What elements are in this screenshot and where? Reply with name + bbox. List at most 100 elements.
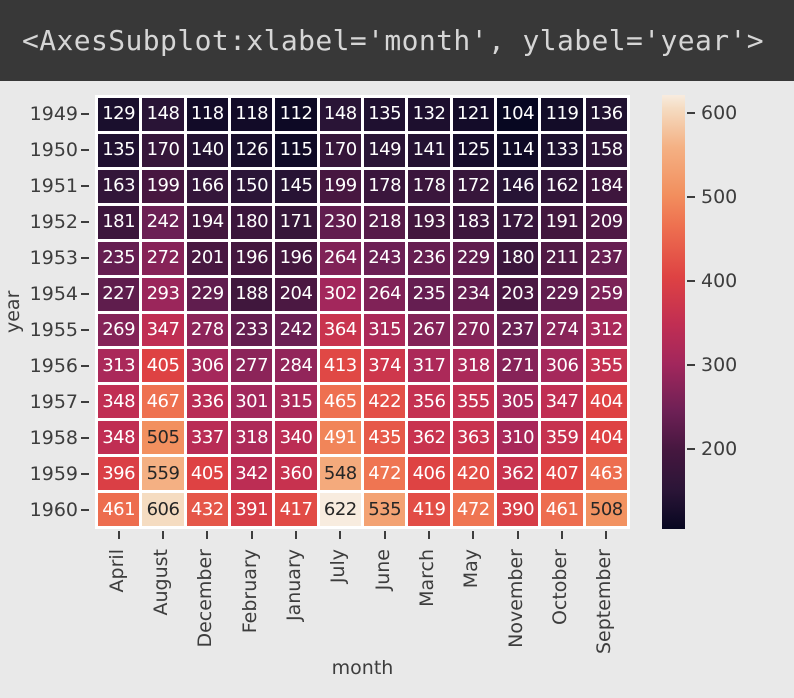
heatmap-cell: 505 <box>142 421 184 455</box>
y-tick-label: 1958 <box>29 426 78 449</box>
heatmap-cell: 315 <box>275 385 317 419</box>
colorbar-tick-mark <box>687 196 695 199</box>
heatmap-cell: 141 <box>408 133 450 167</box>
colorbar-tick-mark <box>687 280 695 282</box>
heatmap-cell: 199 <box>319 169 361 203</box>
heatmap-cell: 178 <box>363 169 406 203</box>
x-tick-label: November <box>504 549 527 648</box>
heatmap-cell: 306 <box>541 349 583 383</box>
x-tick-mark <box>162 531 164 539</box>
heatmap-cell: 264 <box>319 241 361 275</box>
heatmap-cell: 227 <box>98 277 140 311</box>
colorbar-tick-label: 300 <box>701 353 738 376</box>
colorbar <box>662 95 685 529</box>
heatmap-cell: 306 <box>186 349 228 383</box>
heatmap-cell: 337 <box>186 421 228 455</box>
heatmap-cell: 237 <box>496 313 539 347</box>
heatmap-cell: 166 <box>186 169 228 203</box>
x-tick-label: April <box>105 549 128 593</box>
heatmap-cell: 180 <box>230 205 273 239</box>
heatmap-cell: 355 <box>585 349 627 383</box>
heatmap-cell: 360 <box>275 457 317 491</box>
heatmap-cell: 336 <box>186 385 228 419</box>
heatmap-cell: 318 <box>452 349 494 383</box>
x-tick-label: September <box>593 549 616 655</box>
heatmap-cell: 145 <box>275 169 317 203</box>
heatmap-cell: 229 <box>541 277 583 311</box>
x-tick-mark <box>383 531 386 539</box>
heatmap-cell: 242 <box>142 205 184 239</box>
heatmap-cell: 548 <box>319 457 361 491</box>
x-tick-mark <box>295 531 297 539</box>
axes-subplot-repr: <AxesSubplot:xlabel='month', ylabel='yea… <box>22 24 765 57</box>
heatmap-cell: 218 <box>363 205 406 239</box>
heatmap-cell: 170 <box>319 133 361 167</box>
heatmap-cell: 188 <box>230 277 273 311</box>
heatmap-cell: 407 <box>541 457 583 491</box>
heatmap-cell: 472 <box>452 493 494 526</box>
heatmap-cell: 362 <box>496 457 539 491</box>
heatmap-cell: 390 <box>496 493 539 526</box>
heatmap-cell: 115 <box>275 133 317 167</box>
heatmap-cell: 243 <box>363 241 406 275</box>
heatmap-cell: 269 <box>98 313 140 347</box>
heatmap-cell: 242 <box>275 313 317 347</box>
heatmap-cell: 461 <box>541 493 583 526</box>
heatmap-cell: 163 <box>98 169 140 203</box>
heatmap-cell: 193 <box>408 205 450 239</box>
y-tick-mark <box>81 185 89 188</box>
heatmap-cell: 302 <box>319 277 361 311</box>
x-tick-mark <box>516 531 519 539</box>
heatmap-cell: 347 <box>541 385 583 419</box>
x-tick-label: December <box>194 549 217 648</box>
heatmap-cell: 204 <box>275 277 317 311</box>
y-tick-label: 1960 <box>29 498 78 521</box>
heatmap-cell: 271 <box>496 349 539 383</box>
heatmap-cell: 310 <box>496 421 539 455</box>
y-tick-mark <box>81 257 89 260</box>
heatmap-cell: 359 <box>541 421 583 455</box>
heatmap-cell: 199 <box>142 169 184 203</box>
y-tick-label: 1957 <box>29 390 78 413</box>
heatmap-cell: 347 <box>142 313 184 347</box>
heatmap-cell: 135 <box>98 133 140 167</box>
heatmap-cell: 112 <box>275 98 317 131</box>
heatmap-cell: 301 <box>230 385 273 419</box>
y-tick-label: 1951 <box>29 175 78 198</box>
x-axis-title: month <box>331 657 394 679</box>
heatmap-cell: 234 <box>452 277 494 311</box>
heatmap-cell: 146 <box>496 169 539 203</box>
colorbar-tick-mark <box>687 447 695 450</box>
heatmap-cell: 171 <box>275 205 317 239</box>
heatmap-cell: 363 <box>452 421 494 455</box>
colorbar-tick-label: 200 <box>701 437 738 460</box>
colorbar-tick-mark <box>687 363 695 366</box>
y-tick-label: 1956 <box>29 354 78 377</box>
heatmap-cell: 422 <box>363 385 406 419</box>
heatmap-cell: 149 <box>363 133 406 167</box>
heatmap-cell: 132 <box>408 98 450 131</box>
heatmap-cell: 129 <box>98 98 140 131</box>
y-tick-label: 1955 <box>29 318 78 341</box>
heatmap-cell: 340 <box>275 421 317 455</box>
heatmap-cell: 150 <box>230 169 273 203</box>
heatmap-cell: 229 <box>186 277 228 311</box>
heatmap-cell: 264 <box>363 277 406 311</box>
heatmap-cell: 364 <box>319 313 361 347</box>
y-tick-mark <box>81 508 89 511</box>
heatmap-cell: 162 <box>541 169 583 203</box>
heatmap-cell: 118 <box>230 98 273 131</box>
heatmap-cell: 348 <box>98 385 140 419</box>
x-tick-mark <box>117 531 120 539</box>
heatmap-cell: 535 <box>363 493 406 526</box>
heatmap-cell: 491 <box>319 421 361 455</box>
heatmap-cell: 270 <box>452 313 494 347</box>
x-tick-mark <box>472 531 475 539</box>
y-tick-label: 1949 <box>29 103 78 126</box>
heatmap-cell: 435 <box>363 421 406 455</box>
header-bar: <AxesSubplot:xlabel='month', ylabel='yea… <box>0 0 794 81</box>
heatmap-cell: 284 <box>275 349 317 383</box>
heatmap-cell: 184 <box>585 169 627 203</box>
heatmap-cell: 172 <box>452 169 494 203</box>
